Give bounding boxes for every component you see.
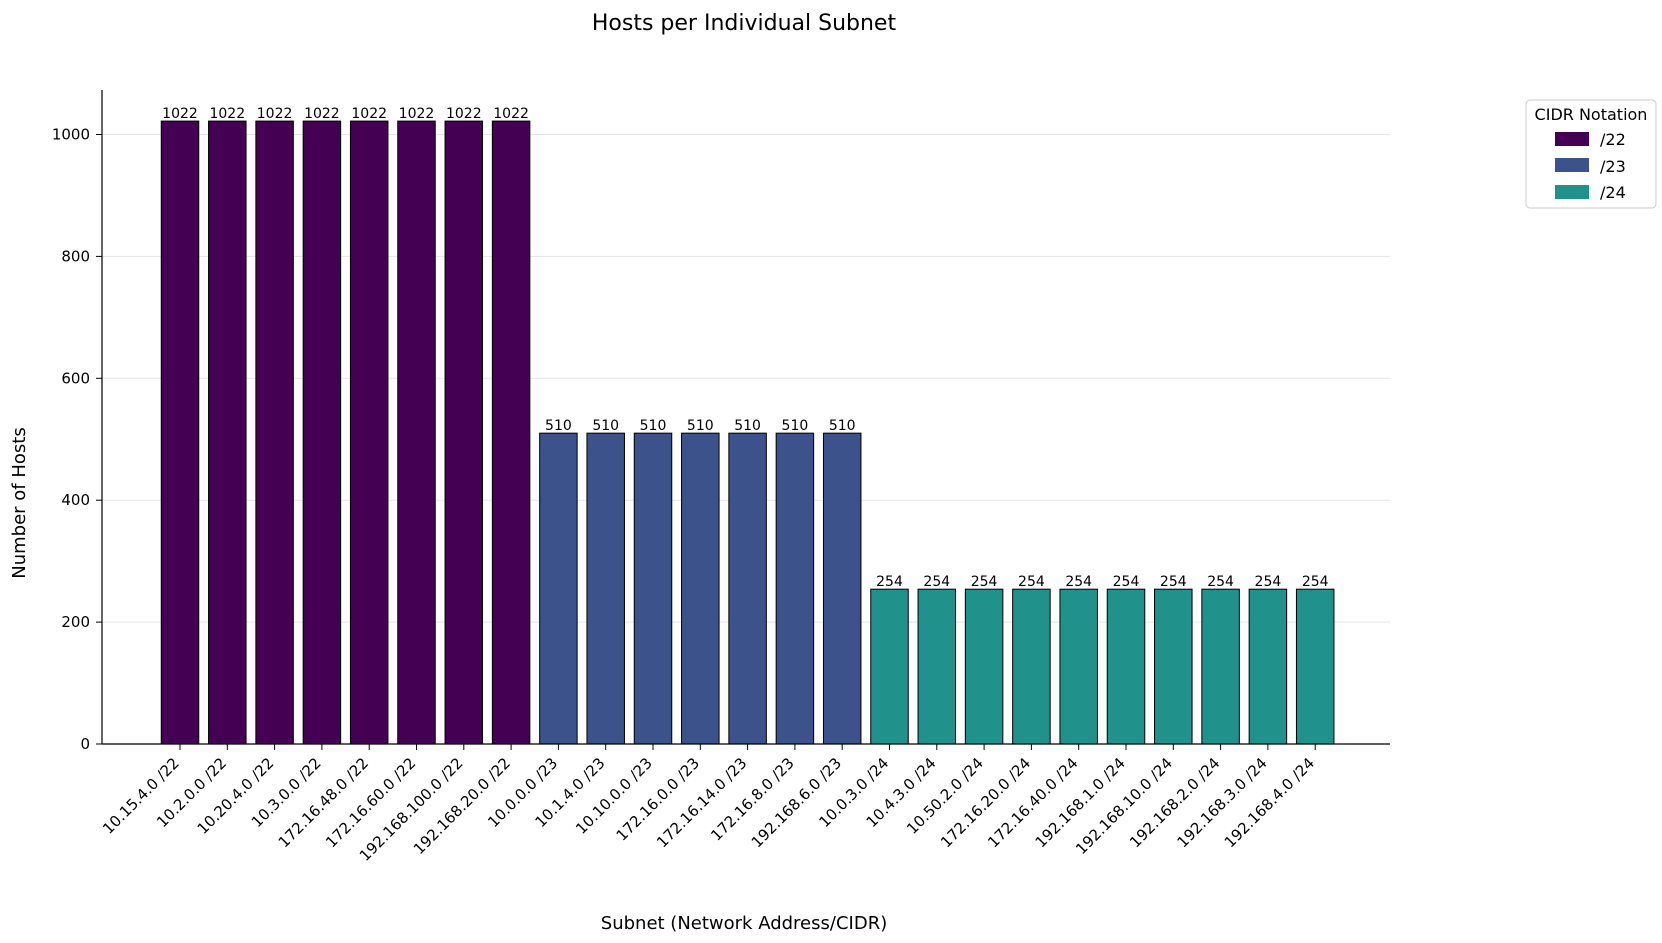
bar-value-label: 510 — [640, 418, 667, 434]
y-axis-ticks: 0 200 400 600 800 1000 — [52, 125, 102, 753]
legend-title: CIDR Notation — [1535, 105, 1648, 124]
bar — [491, 120, 531, 745]
bar — [870, 588, 909, 745]
bar — [917, 588, 957, 745]
bar-value-label: 1022 — [493, 106, 529, 122]
bar-value-label: 510 — [687, 418, 714, 434]
legend-swatch-23 — [1555, 158, 1589, 172]
bar — [349, 120, 389, 745]
bar — [1295, 588, 1335, 745]
bar — [208, 120, 247, 745]
value-labels: 1022 1022 1022 1022 1022 1022 1022 1022 510 510 51… — [162, 106, 1328, 590]
bar-value-label: 510 — [545, 418, 572, 434]
legend-label-24: /24 — [1600, 183, 1626, 202]
bar — [586, 432, 625, 745]
y-axis-label: Number of Hosts — [9, 427, 30, 578]
bar — [728, 432, 767, 745]
legend-swatch-24 — [1555, 185, 1589, 199]
bar-value-label: 254 — [923, 574, 950, 590]
bar-value-label: 254 — [1065, 574, 1092, 590]
y-tick-label: 600 — [61, 369, 90, 387]
bar-value-label: 254 — [1018, 574, 1045, 590]
bar — [964, 588, 1004, 745]
y-tick-label: 800 — [61, 247, 90, 265]
bar — [822, 432, 862, 745]
y-tick-label: 400 — [61, 491, 90, 509]
bar-value-label: 254 — [1207, 574, 1234, 590]
bar-value-label: 254 — [1113, 574, 1140, 590]
y-tick-label: 0 — [80, 735, 90, 753]
bar-value-label: 1022 — [351, 106, 387, 122]
bar-value-label: 510 — [734, 418, 761, 434]
bar-value-label: 510 — [592, 418, 619, 434]
bar — [1154, 588, 1193, 745]
axes — [101, 90, 1390, 745]
bar-value-label: 254 — [1160, 574, 1187, 590]
bar — [1201, 588, 1240, 745]
bar-value-label: 1022 — [209, 106, 245, 122]
bar — [1106, 588, 1146, 745]
bar-value-label: 1022 — [446, 106, 482, 122]
bar — [397, 120, 436, 745]
bar — [539, 432, 578, 745]
bar-value-label: 1022 — [257, 106, 293, 122]
bar — [633, 432, 673, 745]
bars — [160, 120, 1335, 745]
chart-title: Hosts per Individual Subnet — [592, 11, 897, 36]
x-axis-label: Subnet (Network Address/CIDR) — [601, 913, 887, 934]
legend-label-23: /23 — [1600, 157, 1626, 176]
bar-value-label: 254 — [1255, 574, 1282, 590]
bar — [255, 120, 294, 745]
bar — [160, 120, 200, 745]
legend-label-22: /22 — [1600, 130, 1626, 149]
legend-swatch-22 — [1555, 132, 1589, 146]
bar-value-label: 510 — [829, 418, 856, 434]
bar — [1059, 588, 1098, 745]
bar-value-label: 254 — [971, 574, 998, 590]
bar — [1012, 588, 1051, 745]
legend-frame — [1525, 99, 1657, 209]
bar — [775, 432, 815, 745]
bar-value-label: 254 — [1302, 574, 1329, 590]
legend: CIDR Notation /22 /23 /24 — [1525, 99, 1657, 209]
x-tick-label: 172.16.8.0 /23 — [707, 754, 798, 845]
bar-value-label: 510 — [782, 418, 809, 434]
y-tick-label: 1000 — [52, 125, 90, 143]
y-tick-label: 200 — [61, 613, 90, 631]
bar — [302, 120, 342, 745]
bar-value-label: 1022 — [304, 106, 340, 122]
bar — [1248, 588, 1288, 745]
x-tick-label: 192.168.4.0 /24 — [1221, 754, 1318, 851]
bar-value-label: 254 — [876, 574, 903, 590]
bar-value-label: 1022 — [399, 106, 435, 122]
x-tick-label: 172.16.0.0 /23 — [613, 754, 704, 845]
bar — [681, 432, 720, 745]
bar-value-label: 1022 — [162, 106, 198, 122]
bar — [444, 120, 484, 745]
